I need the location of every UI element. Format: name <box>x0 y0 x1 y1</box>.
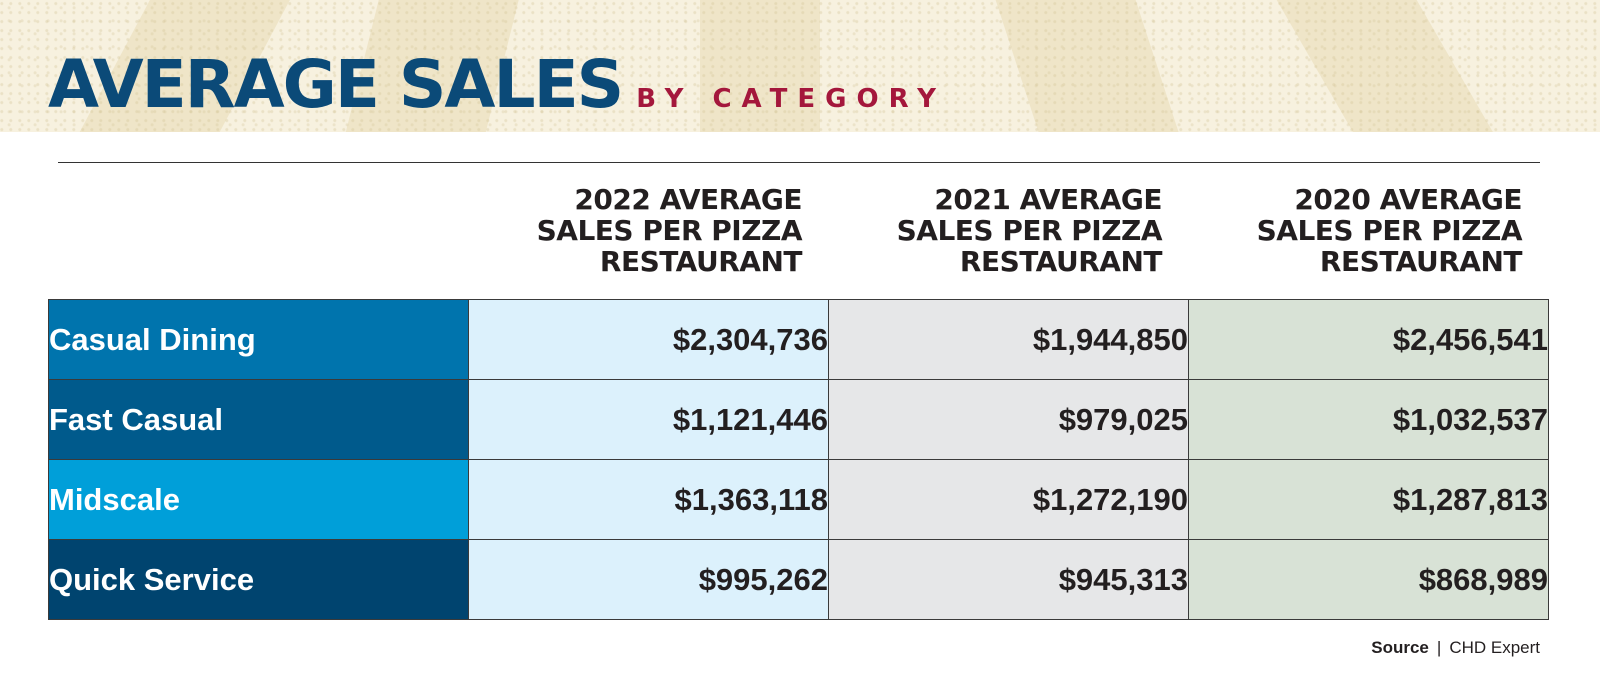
value-cell-2021: $945,313 <box>828 539 1189 620</box>
source-value: CHD Expert <box>1449 638 1540 657</box>
banner-ray <box>700 0 820 132</box>
table-row: Fast Casual $1,121,446 $979,025 $1,032,5… <box>48 379 1549 460</box>
value-cell-2020: $868,989 <box>1188 539 1549 620</box>
value-cell-2022: $1,121,446 <box>468 379 829 460</box>
table-row: Quick Service $995,262 $945,313 $868,989 <box>48 539 1549 620</box>
category-cell: Casual Dining <box>48 299 469 380</box>
column-header-line: 2020 AVERAGE <box>1294 183 1522 216</box>
value-cell-2022: $1,363,118 <box>468 459 829 540</box>
column-header-2020: 2020 AVERAGE SALES PER PIZZA RESTAURANT <box>1222 183 1523 278</box>
category-cell: Quick Service <box>48 539 469 620</box>
column-header-line: 2021 AVERAGE <box>934 183 1162 216</box>
value-cell-2020: $1,287,813 <box>1188 459 1549 540</box>
source-label: Source <box>1371 638 1429 657</box>
chart-subtitle: BY CATEGORY <box>636 84 947 114</box>
column-header-line: SALES PER PIZZA <box>1256 214 1523 247</box>
title-banner: AVERAGE SALES BY CATEGORY <box>0 0 1600 132</box>
category-cell: Midscale <box>48 459 469 540</box>
column-header-2022: 2022 AVERAGE SALES PER PIZZA RESTAURANT <box>502 183 803 278</box>
chart-title: AVERAGE SALES <box>48 46 624 123</box>
column-header-line: RESTAURANT <box>599 245 803 278</box>
column-header-line: 2022 AVERAGE <box>574 183 802 216</box>
column-header-line: RESTAURANT <box>959 245 1163 278</box>
value-cell-2022: $2,304,736 <box>468 299 829 380</box>
category-cell: Fast Casual <box>48 379 469 460</box>
banner-texture <box>0 0 1600 132</box>
column-header-line: RESTAURANT <box>1319 245 1523 278</box>
value-cell-2021: $1,272,190 <box>828 459 1189 540</box>
value-cell-2020: $2,456,541 <box>1188 299 1549 380</box>
value-cell-2022: $995,262 <box>468 539 829 620</box>
source-separator: | <box>1436 638 1442 657</box>
sales-table: Casual Dining $2,304,736 $1,944,850 $2,4… <box>48 299 1549 620</box>
value-cell-2021: $1,944,850 <box>828 299 1189 380</box>
column-header-line: SALES PER PIZZA <box>896 214 1163 247</box>
title-block: AVERAGE SALES BY CATEGORY <box>48 46 946 123</box>
value-cell-2020: $1,032,537 <box>1188 379 1549 460</box>
source-note: Source | CHD Expert <box>1371 638 1540 658</box>
table-row: Midscale $1,363,118 $1,272,190 $1,287,81… <box>48 459 1549 540</box>
header-divider <box>58 162 1540 163</box>
table-row: Casual Dining $2,304,736 $1,944,850 $2,4… <box>48 299 1549 380</box>
value-cell-2021: $979,025 <box>828 379 1189 460</box>
column-header-line: SALES PER PIZZA <box>536 214 803 247</box>
column-header-2021: 2021 AVERAGE SALES PER PIZZA RESTAURANT <box>862 183 1163 278</box>
